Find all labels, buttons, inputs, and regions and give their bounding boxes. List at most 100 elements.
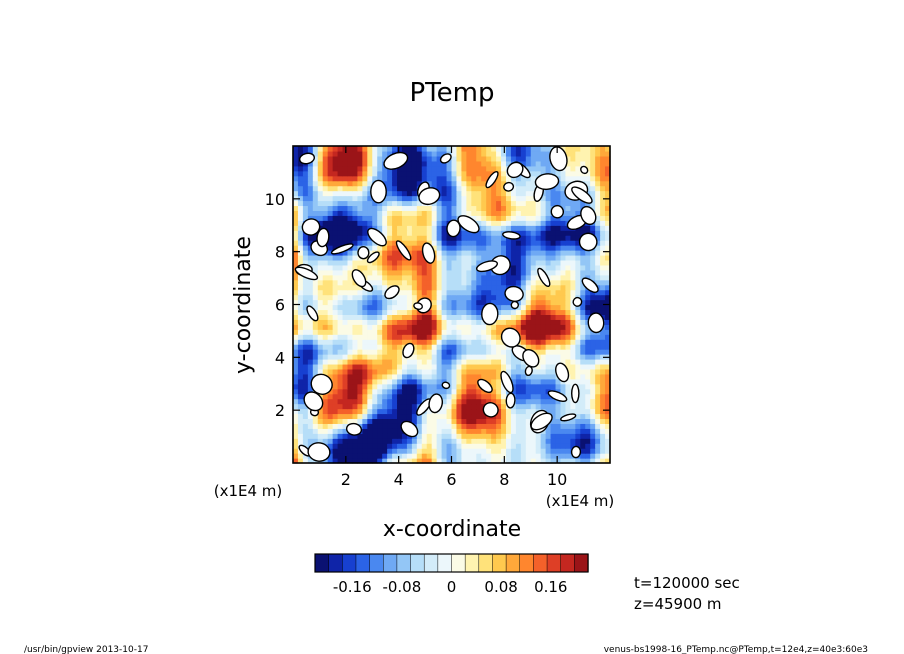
heatmap-cell bbox=[496, 200, 502, 207]
heatmap-cell bbox=[332, 428, 339, 434]
heatmap-cell bbox=[382, 205, 388, 211]
heatmap-cell bbox=[530, 250, 537, 256]
heatmap-cell bbox=[297, 220, 304, 226]
heatmap-cell bbox=[555, 254, 562, 261]
heatmap-cell bbox=[486, 423, 492, 429]
heatmap-cell bbox=[560, 438, 567, 444]
heatmap-cell bbox=[456, 195, 462, 202]
heatmap-cell bbox=[327, 150, 334, 157]
heatmap-cell bbox=[416, 448, 423, 454]
heatmap-cell bbox=[426, 205, 433, 211]
heatmap-cell bbox=[352, 289, 358, 296]
heatmap-cell bbox=[317, 259, 324, 266]
heatmap-cell bbox=[297, 250, 304, 256]
heatmap-cell bbox=[441, 279, 448, 286]
heatmap-cell bbox=[362, 215, 368, 221]
heatmap-cell bbox=[297, 205, 304, 211]
heatmap-cell bbox=[545, 358, 552, 365]
heatmap-cell bbox=[456, 274, 462, 281]
heatmap-cell bbox=[585, 259, 591, 266]
heatmap-cell bbox=[401, 378, 408, 385]
heatmap-cell bbox=[362, 309, 368, 315]
heatmap-cell bbox=[540, 200, 547, 207]
heatmap-cell bbox=[585, 433, 591, 439]
contour-region bbox=[555, 362, 570, 383]
heatmap-cell bbox=[441, 299, 448, 306]
heatmap-cell bbox=[486, 299, 492, 306]
colorbar-swatch bbox=[396, 553, 412, 573]
heatmap-cell bbox=[347, 146, 354, 152]
heatmap-cell bbox=[530, 205, 537, 211]
heatmap-cell bbox=[436, 358, 443, 365]
heatmap-cell bbox=[322, 185, 329, 192]
heatmap-cell bbox=[392, 175, 398, 182]
heatmap-cell bbox=[451, 363, 458, 370]
heatmap-cell bbox=[515, 180, 522, 187]
heatmap-cell bbox=[600, 344, 606, 350]
heatmap-cell bbox=[476, 319, 482, 325]
heatmap-cell bbox=[322, 294, 329, 301]
heatmap-cell bbox=[416, 215, 423, 221]
heatmap-cell bbox=[322, 180, 329, 187]
heatmap-cell bbox=[421, 413, 428, 420]
heatmap-cell bbox=[555, 383, 562, 390]
heatmap-cell bbox=[377, 314, 383, 320]
heatmap-cell bbox=[545, 294, 552, 301]
heatmap-cell bbox=[456, 269, 462, 276]
heatmap-cell bbox=[347, 329, 354, 335]
heatmap-cell bbox=[426, 393, 433, 400]
heatmap-cell bbox=[600, 160, 606, 167]
heatmap-cell bbox=[555, 299, 562, 306]
heatmap-cell bbox=[560, 190, 567, 197]
heatmap-cell bbox=[501, 294, 507, 301]
heatmap-cell bbox=[481, 190, 487, 197]
contour-region bbox=[578, 232, 598, 252]
heatmap-cell bbox=[327, 443, 334, 449]
heatmap-cell bbox=[416, 264, 423, 271]
heatmap-cell bbox=[525, 453, 532, 459]
heatmap-cell bbox=[476, 190, 482, 197]
heatmap-cell bbox=[397, 264, 403, 271]
heatmap-cell bbox=[451, 205, 458, 211]
heatmap-cell bbox=[421, 368, 428, 375]
heatmap-cell bbox=[525, 195, 532, 202]
heatmap-cell bbox=[302, 314, 309, 320]
heatmap-cell bbox=[565, 334, 571, 340]
heatmap-cell bbox=[382, 373, 388, 380]
heatmap-cell bbox=[401, 319, 408, 325]
heatmap-cell bbox=[491, 235, 497, 241]
heatmap-cell bbox=[322, 393, 329, 400]
heatmap-cell bbox=[530, 453, 537, 459]
heatmap-cell bbox=[401, 289, 408, 296]
heatmap-cell bbox=[377, 334, 383, 340]
heatmap-cell bbox=[461, 314, 467, 320]
heatmap-cell bbox=[461, 304, 467, 311]
contour-region bbox=[307, 442, 331, 462]
heatmap-cell bbox=[307, 294, 314, 301]
heatmap-cell bbox=[431, 383, 438, 390]
heatmap-cell bbox=[590, 205, 596, 211]
heatmap-cell bbox=[307, 324, 314, 330]
heatmap-cell bbox=[377, 448, 383, 454]
heatmap-cell bbox=[411, 329, 418, 335]
heatmap-cell bbox=[575, 339, 581, 345]
heatmap-cell bbox=[441, 368, 448, 375]
heatmap-cell bbox=[411, 403, 418, 410]
heatmap-cell bbox=[456, 245, 462, 251]
heatmap-cell bbox=[416, 274, 423, 281]
heatmap-cell bbox=[302, 388, 309, 395]
heatmap-cell bbox=[377, 254, 383, 261]
contour-region bbox=[502, 231, 521, 240]
heatmap-cell bbox=[595, 190, 601, 197]
heatmap-cell bbox=[595, 259, 601, 266]
heatmap-cell bbox=[347, 155, 354, 162]
heatmap-cell bbox=[461, 254, 467, 261]
heatmap-cell bbox=[416, 423, 423, 429]
heatmap-cell bbox=[461, 279, 467, 286]
heatmap-cell bbox=[446, 146, 453, 152]
heatmap-cell bbox=[401, 170, 408, 177]
heatmap-cell bbox=[322, 349, 329, 355]
heatmap-cell bbox=[421, 344, 428, 350]
heatmap-cell bbox=[367, 205, 373, 211]
heatmap-cell bbox=[401, 284, 408, 291]
